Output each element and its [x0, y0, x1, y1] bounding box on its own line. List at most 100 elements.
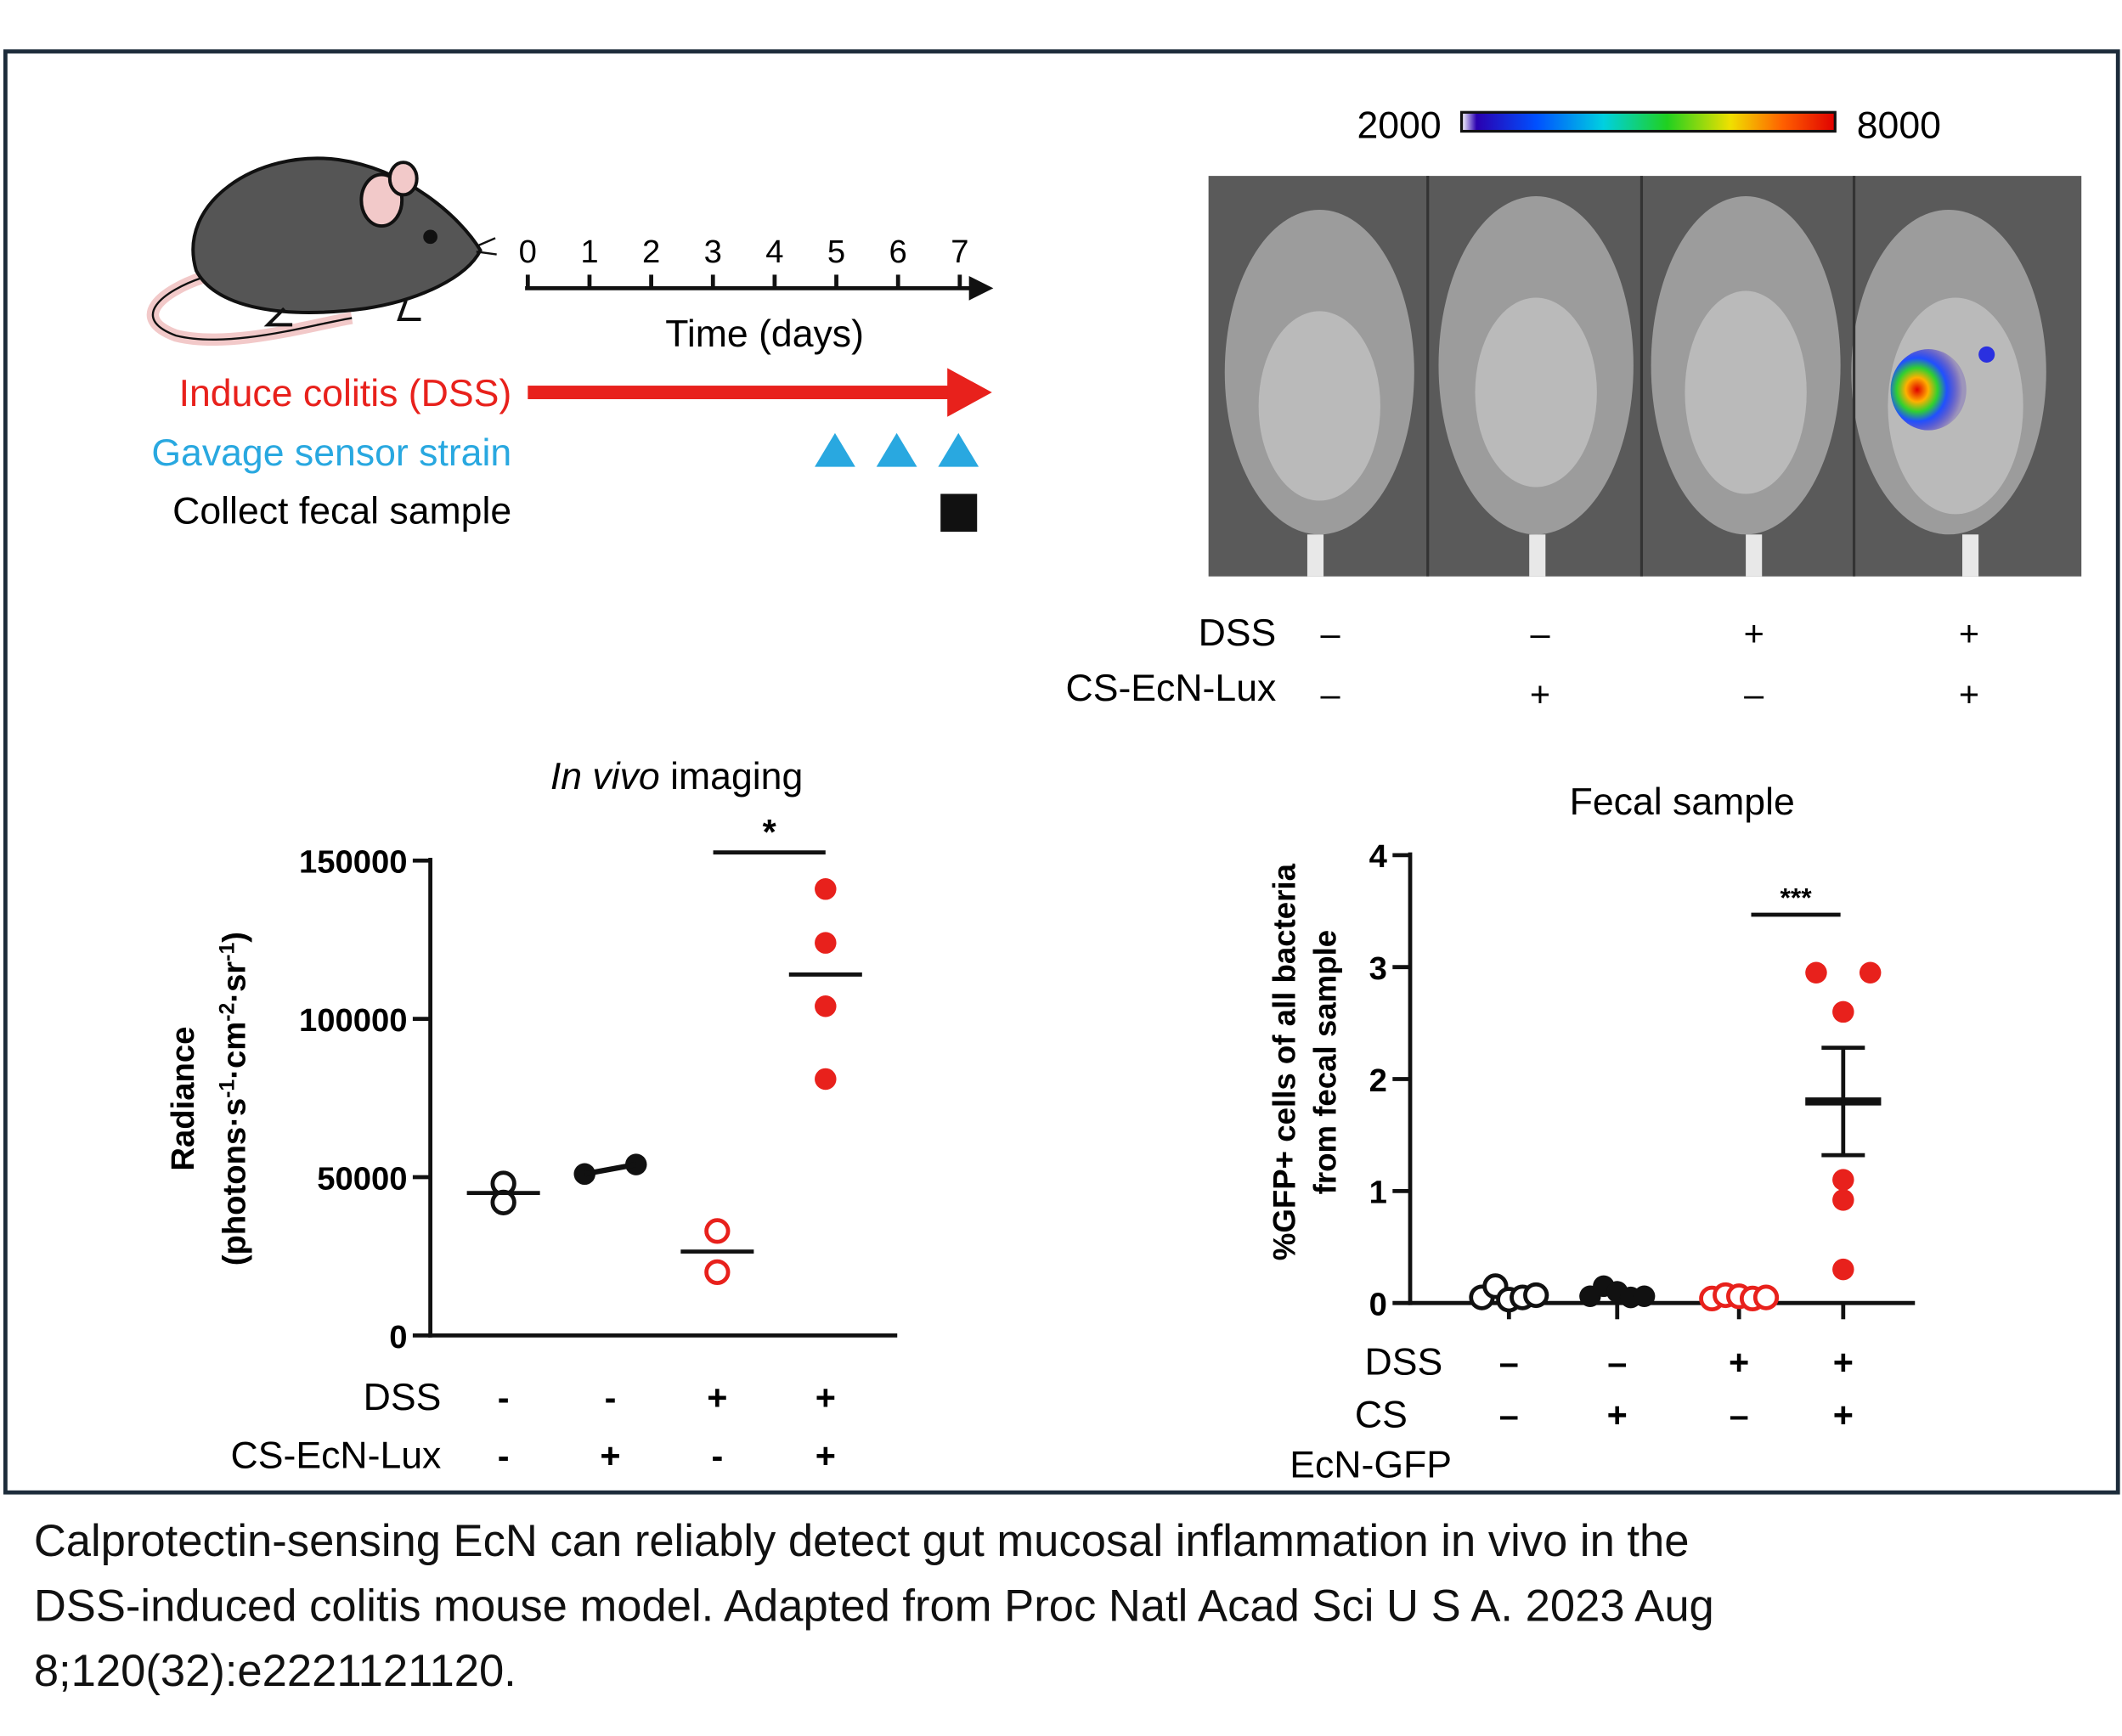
collect-marker: [940, 493, 978, 533]
data-point: [1832, 1189, 1854, 1211]
time-axis-label: Time (days): [665, 313, 864, 355]
data-point: [1523, 1282, 1549, 1309]
data-point: [1832, 1169, 1854, 1191]
row-label: CS-EcN-Lux: [231, 1435, 442, 1477]
significance-label: *: [763, 813, 777, 852]
chart-title-italic: In vivo: [550, 756, 660, 798]
time-tick-label: 5: [827, 234, 845, 270]
condition-sign: -: [498, 1378, 510, 1418]
data-point: [1832, 1000, 1854, 1023]
data-point: [1805, 961, 1827, 984]
time-axis-arrowhead: [968, 276, 994, 301]
dss-sign: –: [1321, 614, 1341, 653]
bioluminescence-image: [1208, 176, 2082, 577]
label-part: ): [216, 932, 252, 943]
chart-title: In vivo imaging: [550, 756, 803, 798]
data-point: [1832, 1258, 1854, 1281]
condition-sign: -: [498, 1437, 510, 1476]
row-label-dss: DSS: [1199, 612, 1277, 654]
y-tick-label: 50000: [317, 1160, 407, 1197]
condition-sign: -: [605, 1378, 617, 1418]
y-axis-label-line-2: from fecal sample: [1307, 930, 1342, 1194]
superscript: -1: [216, 1079, 239, 1098]
condition-sign: –: [1499, 1396, 1519, 1435]
scale-min: 2000: [1357, 105, 1441, 147]
fecal-sample-chart: 0 1 2 3 4 Fecal sample %GFP+ cells of all bact…: [1267, 781, 1916, 1486]
condition-sign: +: [816, 1437, 836, 1476]
condition-sign: +: [816, 1378, 836, 1418]
data-point: [1859, 961, 1882, 984]
time-tick-label: 4: [765, 234, 783, 270]
dss-sign: +: [1959, 614, 1979, 653]
row-label-cs-ecn-lux: CS-EcN-Lux: [1066, 668, 1277, 709]
y-tick-label: 3: [1369, 950, 1387, 987]
condition-sign: -: [711, 1437, 723, 1476]
lux-sign: –: [1744, 675, 1764, 714]
time-tick-label: 1: [580, 234, 598, 270]
scale-max: 8000: [1857, 105, 1941, 147]
y-axis-label-line-1: Radiance: [165, 1027, 201, 1171]
data-point: [815, 995, 837, 1017]
condition-sign: +: [1833, 1344, 1854, 1383]
y-tick-label: 0: [389, 1319, 407, 1356]
caption-line-2: DSS-induced colitis mouse model. Adapted…: [34, 1581, 1714, 1632]
time-tick-label: 2: [642, 234, 660, 270]
data-point: [1752, 1284, 1780, 1310]
chart-title-rest: imaging: [660, 756, 804, 798]
data-point: [815, 1068, 837, 1091]
mouse-illustration: [147, 156, 497, 347]
condition-sign: –: [1730, 1396, 1749, 1435]
y-tick-label: 0: [1369, 1287, 1387, 1323]
gavage-triangle: [815, 432, 855, 467]
gavage-label: Gavage sensor strain: [151, 432, 511, 474]
gavage-triangle: [938, 432, 979, 467]
time-tick-label: 6: [889, 234, 907, 270]
luminescence-hotspot: [1890, 349, 1967, 431]
condition-sign: –: [1607, 1344, 1627, 1383]
imaging-condition-table: DSS CS-EcN-Lux – – – + + – + +: [1066, 612, 1980, 714]
time-tick-label: 3: [704, 234, 722, 270]
data-point: [704, 1218, 731, 1244]
y-tick-label: 1: [1369, 1175, 1387, 1211]
significance-label: ***: [1780, 882, 1812, 912]
row-label: DSS: [364, 1377, 442, 1418]
caption-line-3: 8;120(32):e2221121120.: [34, 1646, 516, 1696]
label-part: (photons·s: [216, 1098, 252, 1265]
condition-sign: +: [1729, 1344, 1749, 1383]
y-axis-label: %GFP+ cells of all bacteria from fecal sa…: [1267, 863, 1343, 1260]
mean-line: [584, 1161, 637, 1177]
caption: Calprotectin-sensing EcN can reliably de…: [34, 1516, 1714, 1696]
label-part: ·sr: [216, 961, 252, 1003]
label-part: ·cm: [216, 1022, 252, 1079]
condition-sign: –: [1499, 1344, 1519, 1383]
lux-sign: +: [1959, 675, 1979, 714]
color-scale-bar: [1459, 110, 1837, 133]
lux-sign: +: [1530, 675, 1550, 714]
collect-label: Collect fecal sample: [172, 491, 511, 533]
data-point: [1633, 1285, 1656, 1308]
y-axis-label-line-2: (photons·s-1·cm-2·sr-1): [216, 932, 253, 1265]
time-tick-label: 0: [519, 234, 537, 270]
chart-title: Fecal sample: [1570, 781, 1795, 823]
gavage-triangle: [876, 432, 917, 467]
condition-sign: +: [1833, 1396, 1854, 1435]
data-point: [704, 1259, 731, 1285]
gavage-markers: [815, 432, 979, 467]
y-tick-label: 150000: [299, 844, 408, 881]
dss-sign: +: [1744, 614, 1764, 653]
y-tick-label: 2: [1369, 1062, 1387, 1099]
condition-sign: +: [600, 1437, 620, 1476]
dss-arrow: [528, 368, 992, 417]
dss-sign: –: [1530, 614, 1550, 653]
superscript: -1: [216, 943, 239, 961]
y-axis-label: Radiance (photons·s-1·cm-2·sr-1): [165, 932, 253, 1265]
lux-sign: –: [1321, 675, 1341, 714]
induce-colitis-label: Induce colitis (DSS): [179, 373, 512, 414]
data-point: [815, 932, 837, 954]
row-label: DSS: [1365, 1342, 1443, 1384]
caption-line-1: Calprotectin-sensing EcN can reliably de…: [34, 1516, 1690, 1566]
condition-sign: +: [1607, 1396, 1628, 1435]
row-label: CS: [1355, 1395, 1408, 1436]
row-label: EcN-GFP: [1290, 1445, 1452, 1486]
